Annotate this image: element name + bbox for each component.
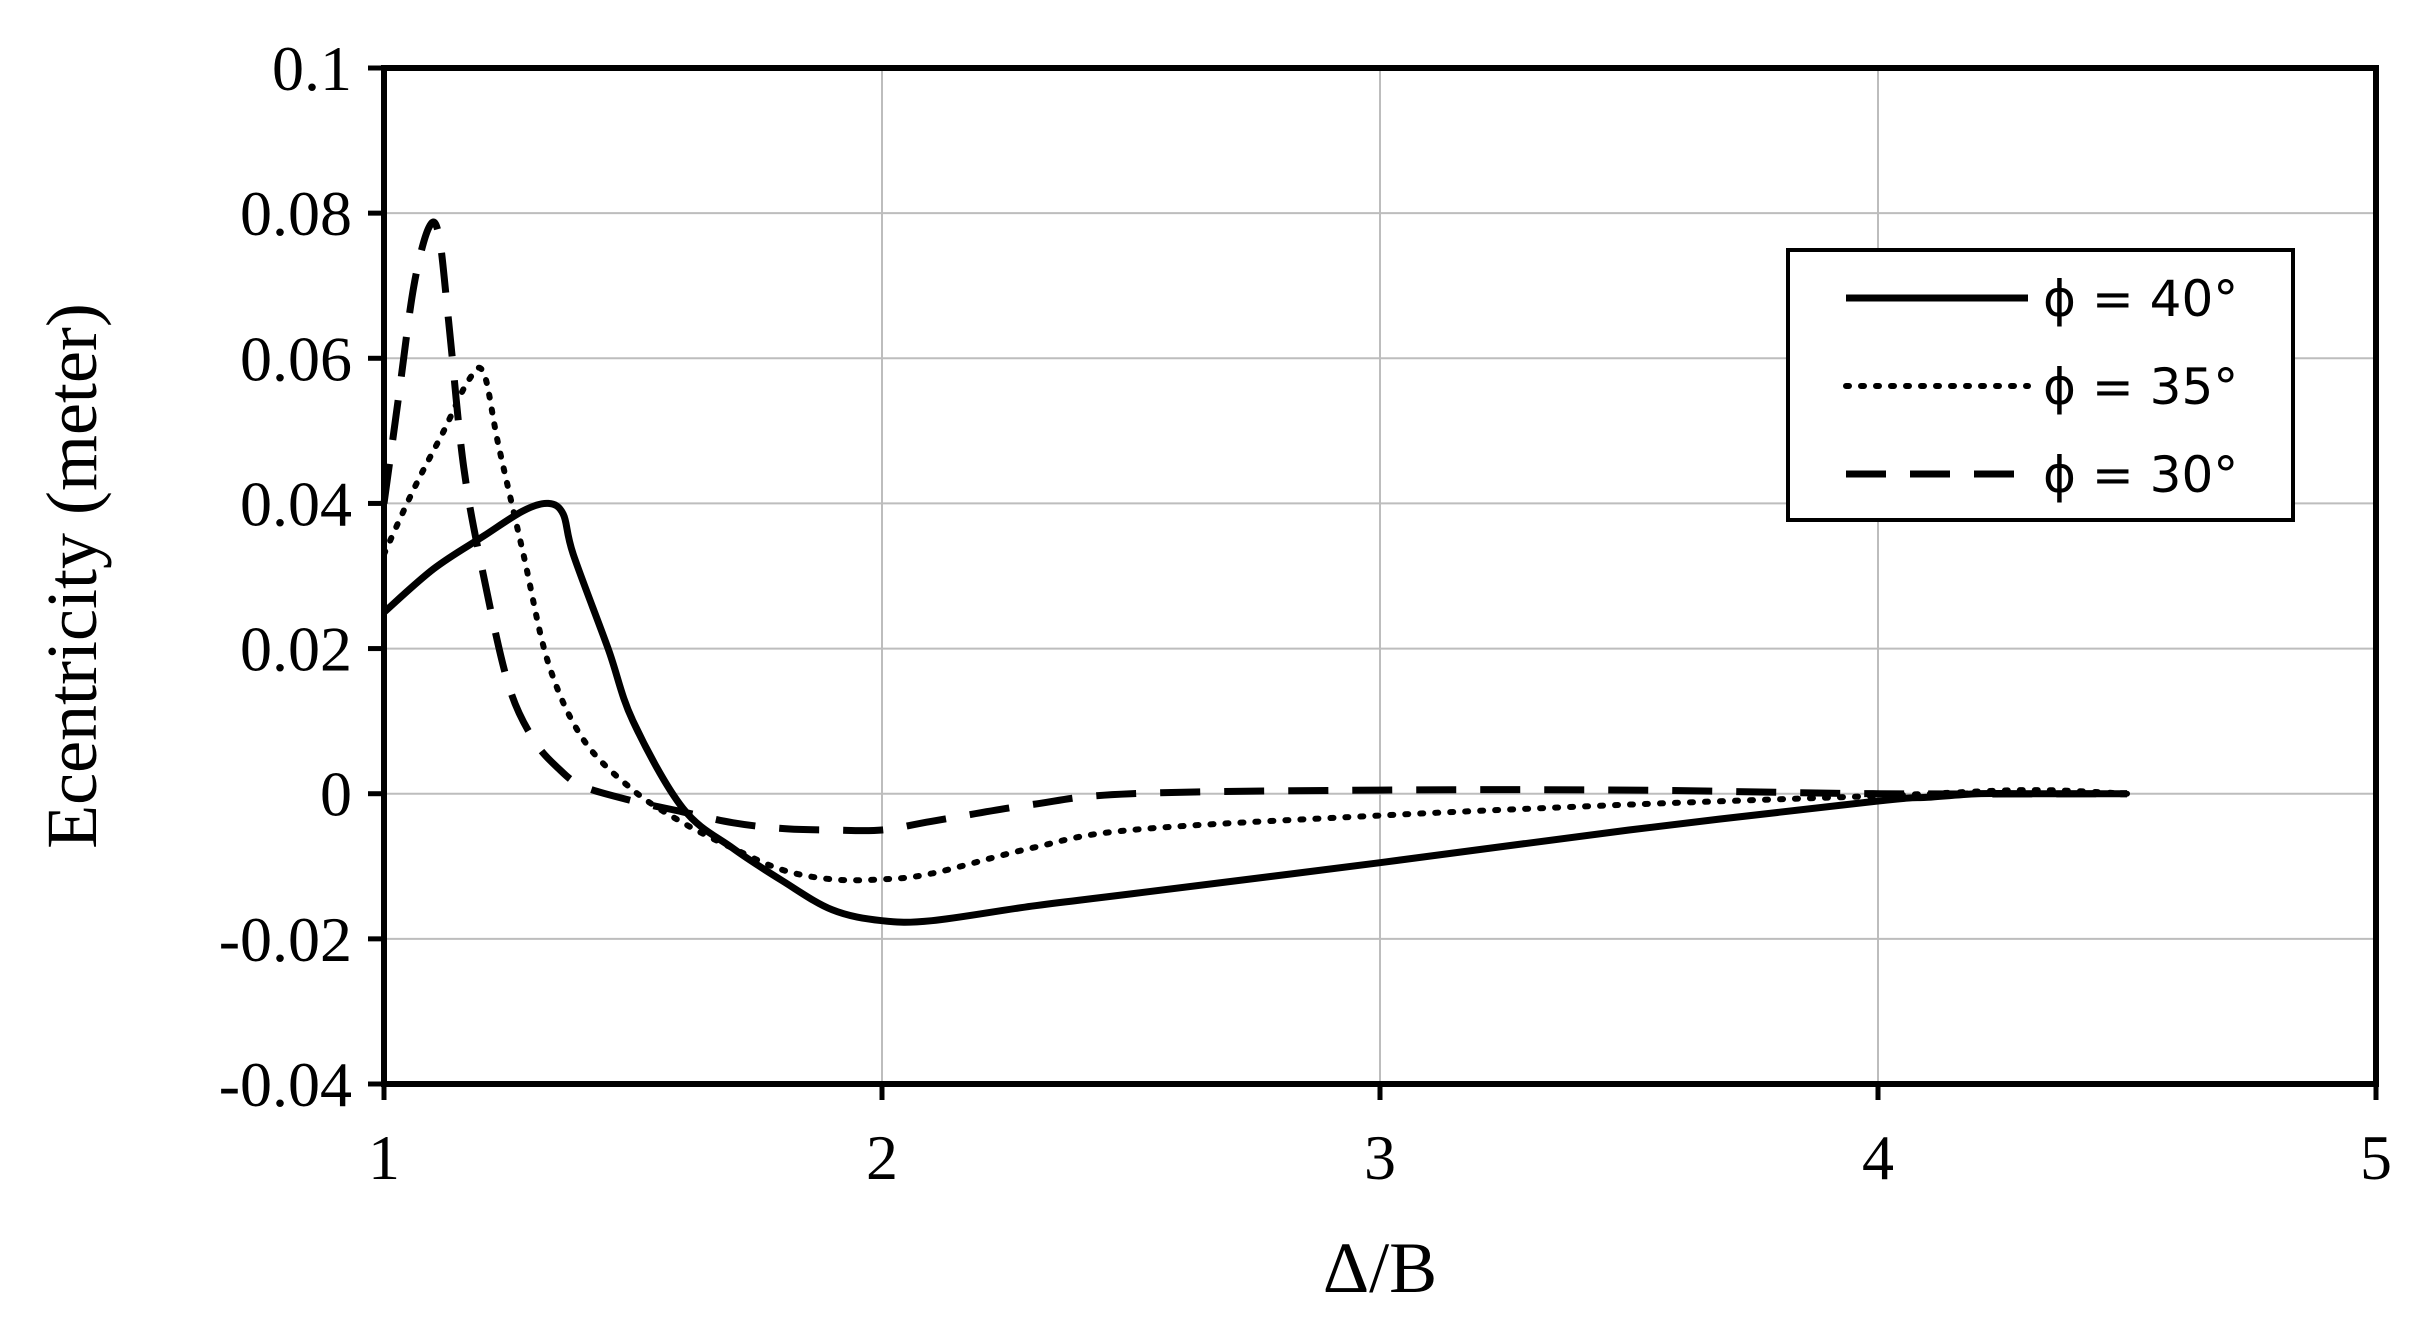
y-tick-label: 0.1 <box>272 33 352 104</box>
x-tick-label: 2 <box>866 1122 898 1193</box>
series-lines <box>380 218 2130 926</box>
legend-label: ϕ = 40° <box>2043 270 2238 328</box>
x-tick-label: 4 <box>1862 1122 1894 1193</box>
y-tick-label: 0.04 <box>240 468 352 539</box>
legend: ϕ = 40° ϕ = 35° ϕ = 30° <box>1786 248 2295 522</box>
y-tick-label: 0.06 <box>240 323 352 394</box>
y-tick-label: 0.02 <box>240 614 352 685</box>
legend-label: ϕ = 35° <box>2043 358 2238 416</box>
series-line-1 <box>381 364 2130 884</box>
grid-lines <box>383 67 2377 1085</box>
x-tick-label: 5 <box>2360 1122 2392 1193</box>
series-line-0 <box>381 499 2127 926</box>
legend-label: ϕ = 30° <box>2043 446 2238 504</box>
x-tick-label: 1 <box>368 1122 400 1193</box>
x-tick-label: 3 <box>1364 1122 1396 1193</box>
y-axis-title: Ecentricity (meter) <box>32 303 112 849</box>
y-tick-label: -0.02 <box>219 904 352 975</box>
x-axis-title: Δ/B <box>1323 1228 1437 1308</box>
y-axis-ticks: 0.1 0.08 0.06 0.04 0.02 0 -0.02 -0.04 <box>219 33 384 1120</box>
y-tick-label: -0.04 <box>219 1049 352 1120</box>
x-axis-ticks: 1 2 3 4 5 <box>368 1084 2392 1193</box>
y-tick-label: 0.08 <box>240 178 352 249</box>
y-tick-label: 0 <box>320 759 352 830</box>
series-line-2 <box>380 218 2128 835</box>
